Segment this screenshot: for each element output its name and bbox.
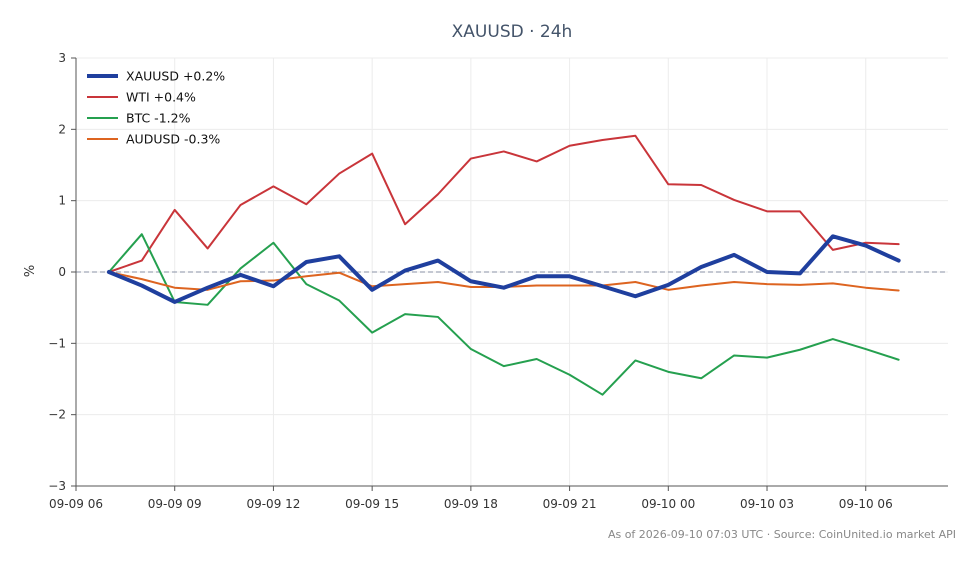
x-tick-label: 09-10 03	[740, 497, 794, 511]
source-footer: As of 2026-09-10 07:03 UTC · Source: Coi…	[608, 528, 956, 541]
legend-label-btc: BTC -1.2%	[126, 111, 191, 126]
legend-label-xauusd: XAUUSD +0.2%	[126, 69, 225, 84]
y-tick-label: 0	[58, 265, 66, 279]
x-tick-label: 09-09 21	[543, 497, 597, 511]
legend-label-wti: WTI +0.4%	[126, 90, 196, 105]
y-tick-label: −2	[48, 408, 66, 422]
y-axis-ticks: 3 2 1 0 −1 −2 −3	[48, 51, 76, 493]
series-line-wti	[107, 134, 900, 273]
y-tick-label: 1	[58, 194, 66, 208]
legend: XAUUSD +0.2% WTI +0.4% BTC -1.2% AUDUSD -0.…	[87, 69, 225, 147]
series-line-xauusd	[106, 234, 901, 304]
x-tick-label: 09-09 15	[345, 497, 399, 511]
x-tick-label: 09-09 09	[148, 497, 202, 511]
series-lines	[106, 134, 901, 396]
x-tick-label: 09-09 12	[246, 497, 300, 511]
x-axis-ticks: 09-09 06 09-09 09 09-09 12 09-09 15 09-09 18…	[49, 486, 893, 511]
y-axis-label: %	[23, 265, 38, 277]
y-tick-label: −1	[48, 336, 66, 350]
x-tick-label: 09-09 18	[444, 497, 498, 511]
y-tick-label: 3	[58, 51, 66, 65]
y-tick-label: −3	[48, 479, 66, 493]
x-tick-label: 09-10 06	[839, 497, 893, 511]
series-line-btc	[107, 233, 900, 396]
x-tick-label: 09-09 06	[49, 497, 103, 511]
chart-title: XAUUSD · 24h	[452, 22, 573, 42]
x-tick-label: 09-10 00	[641, 497, 695, 511]
legend-label-audusd: AUDUSD -0.3%	[126, 132, 220, 147]
y-tick-label: 2	[58, 122, 66, 136]
